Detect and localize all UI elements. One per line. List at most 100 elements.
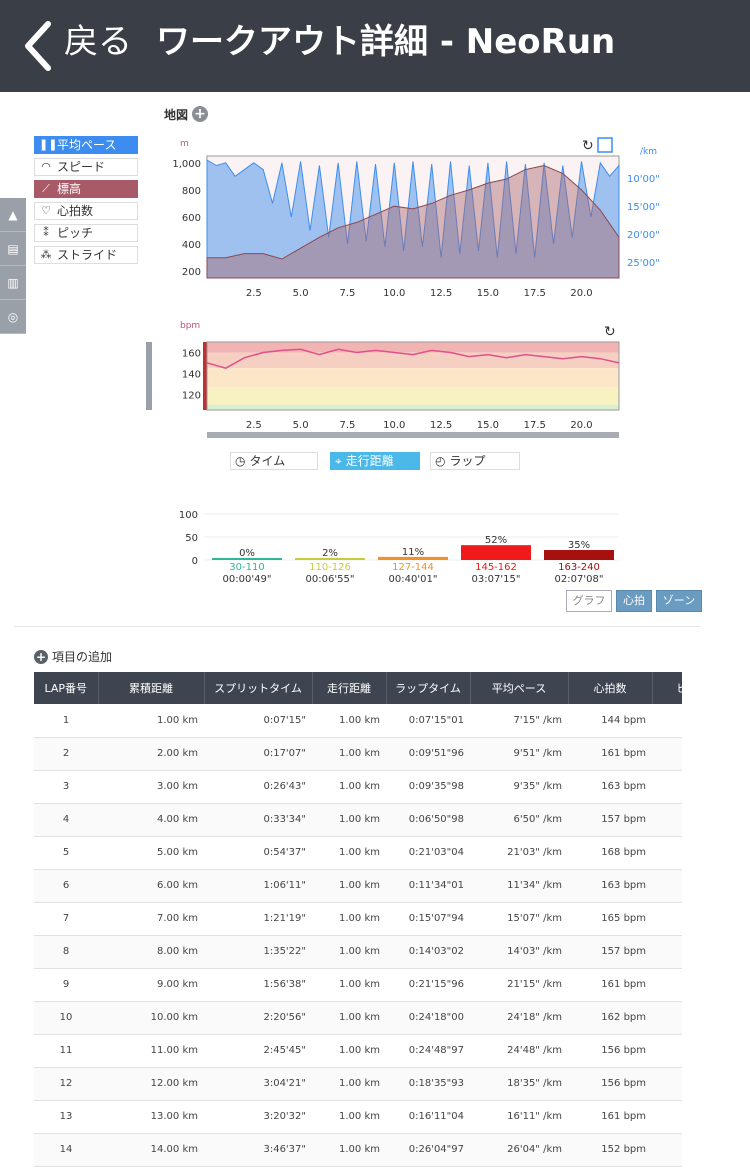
scroll-top-icon[interactable]: ▲ [0,198,26,232]
column-header[interactable]: ピッチ [652,672,682,704]
table-row[interactable]: 1 1.00 km 0:07'15" 1.00 km 0:07'15"01 7'15" /… [34,704,682,738]
table-cell: 170 [652,704,682,738]
metric-label: 心拍数 [57,204,94,218]
y-tick-label: 400 [182,240,201,251]
table-cell: 2 [34,737,98,771]
x-tick-label: 7.5 [340,420,356,431]
table-cell: 97 [652,836,682,870]
zone-button[interactable]: ゾーン [656,590,702,612]
table-cell: 162 bpm [568,1001,652,1035]
table-cell: 7.00 km [98,902,204,936]
table-row[interactable]: 12 12.00 km 3:04'21" 1.00 km 0:18'35"93 18'35… [34,1067,682,1101]
table-row[interactable]: 7 7.00 km 1:21'19" 1.00 km 0:15'07"94 15'07" … [34,902,682,936]
metric-item[interactable]: ⟋ 標高 [34,180,138,198]
table-row[interactable]: 14 14.00 km 3:46'37" 1.00 km 0:26'04"97 26'04… [34,1133,682,1167]
table-cell: 1.00 km [312,1001,386,1035]
table-cell: 8.00 km [98,935,204,969]
table-cell: 165 bpm [568,902,652,936]
map-expand-button[interactable]: + [192,106,208,122]
column-header[interactable]: ラップタイム [386,672,471,704]
y-tick-label: 120 [182,390,201,401]
table-cell: 1.00 km [312,935,386,969]
table-cell: 1:06'11" [204,869,312,903]
table-cell: 1.00 km [312,1100,386,1134]
map-label: 地図 [164,108,189,122]
hr-series-line [206,348,620,370]
table-cell: 1.00 km [312,902,386,936]
column-header[interactable]: LAP番号 [34,672,99,704]
table-cell: 3:04'21" [204,1067,312,1101]
zoom-icon [597,137,613,153]
side-toolbar: ▲ ▤ ▥ ◎ [0,198,26,334]
y2-tick-label: 10'00" [627,174,660,185]
table-cell: 3 [34,770,98,804]
footprints-icon: ❚❚ [39,138,58,151]
metric-item[interactable]: ♡ 心拍数 [34,202,138,220]
x-tick-label: 15.0 [477,420,499,431]
y2-tick-label: 15'00" [627,202,660,213]
table-row[interactable]: 2 2.00 km 0:17'07" 1.00 km 0:09'51"96 9'51" /… [34,737,682,771]
table-cell: 16'11" /km [470,1100,568,1134]
metric-label: 標高 [57,182,82,196]
bar-category-label: 145-162 [475,562,517,573]
table-cell: 1.00 km [312,803,386,837]
add-item-button[interactable]: + 項目の追加 [34,648,112,665]
metric-item[interactable]: ⁑ ピッチ [34,224,138,242]
left-unit-label: m [180,139,189,149]
y2-tick-label: 25'00" [627,258,660,269]
mode-tab[interactable]: ◴ ラップ [430,452,520,470]
chevron-left-icon[interactable] [18,18,74,74]
zone-bar [378,556,448,560]
table-cell: 9'35" /km [470,770,568,804]
y-tick-label: 0 [192,556,198,567]
bar-category-label: 163-240 [558,562,600,573]
table-cell: 157 bpm [568,803,652,837]
column-header[interactable]: 心拍数 [568,672,653,704]
table-row[interactable]: 13 13.00 km 3:20'32" 1.00 km 0:16'11"04 16'11… [34,1100,682,1134]
column-header[interactable]: 走行距離 [312,672,387,704]
stopwatch-icon: ◴ [435,454,446,468]
y-tick-label: 50 [185,533,198,544]
table-row[interactable]: 9 9.00 km 1:56'38" 1.00 km 0:21'15"96 21'15" … [34,968,682,1002]
mode-tab-label: 走行距離 [345,454,394,468]
table-cell: 161 bpm [568,737,652,771]
x-tick-label: 12.5 [430,288,452,299]
back-button[interactable]: 戻る [64,22,132,62]
right-unit-label: /km [640,147,657,157]
column-header[interactable]: 累積距離 [98,672,205,704]
column-header[interactable]: スプリットタイム [204,672,313,704]
bar-percent-label: 52% [485,535,507,546]
table-cell: 15'07" /km [470,902,568,936]
table-row[interactable]: 3 3.00 km 0:26'43" 1.00 km 0:09'35"98 9'35" /… [34,770,682,804]
table-cell: 0:21'03"04 [386,836,470,870]
table-row[interactable]: 5 5.00 km 0:54'37" 1.00 km 0:21'03"04 21'03" … [34,836,682,870]
hr-zone-strip [203,342,207,410]
table-row[interactable]: 8 8.00 km 1:35'22" 1.00 km 0:14'03"02 14'03" … [34,935,682,969]
document-icon[interactable]: ▤ [0,232,26,266]
graph-button[interactable]: グラフ [566,590,612,612]
table-cell: 137 [652,737,682,771]
zone-bar [295,558,365,560]
mode-tab[interactable]: ◷ タイム [230,452,318,470]
table-cell: 0:26'43" [204,770,312,804]
table-cell: 84 [652,1133,682,1167]
table-row[interactable]: 11 11.00 km 2:45'45" 1.00 km 0:24'48"97 24'48… [34,1034,682,1068]
table-row[interactable]: 6 6.00 km 1:06'11" 1.00 km 0:11'34"01 11'34" … [34,869,682,903]
metric-item[interactable]: ◠ スピード [34,158,138,176]
table-cell: 2:20'56" [204,1001,312,1035]
heart-rate-button[interactable]: 心拍 [616,590,652,612]
column-header[interactable]: 平均ペース [470,672,569,704]
table-header-row: LAP番号累積距離スプリットタイム走行距離ラップタイム平均ペース心拍数ピッチ [34,672,682,704]
metric-item[interactable]: ❚❚ 平均ペース [34,136,138,154]
chart-icon[interactable]: ▥ [0,266,26,300]
table-cell: 163 bpm [568,869,652,903]
table-cell: 0:18'35"93 [386,1067,470,1101]
table-cell: 13.00 km [98,1100,204,1134]
metric-item[interactable]: ⁂ ストライド [34,246,138,264]
mode-tab[interactable]: ⌖ 走行距離 [330,452,420,470]
table-row[interactable]: 4 4.00 km 0:33'34" 1.00 km 0:06'50"98 6'50" /… [34,803,682,837]
lap-table-container[interactable]: LAP番号累積距離スプリットタイム走行距離ラップタイム平均ペース心拍数ピッチ 1… [34,672,682,1169]
steps-icon: ⁑ [43,226,49,239]
table-row[interactable]: 10 10.00 km 2:20'56" 1.00 km 0:24'18"00 24'18… [34,1001,682,1035]
pin-icon[interactable]: ◎ [0,300,26,334]
